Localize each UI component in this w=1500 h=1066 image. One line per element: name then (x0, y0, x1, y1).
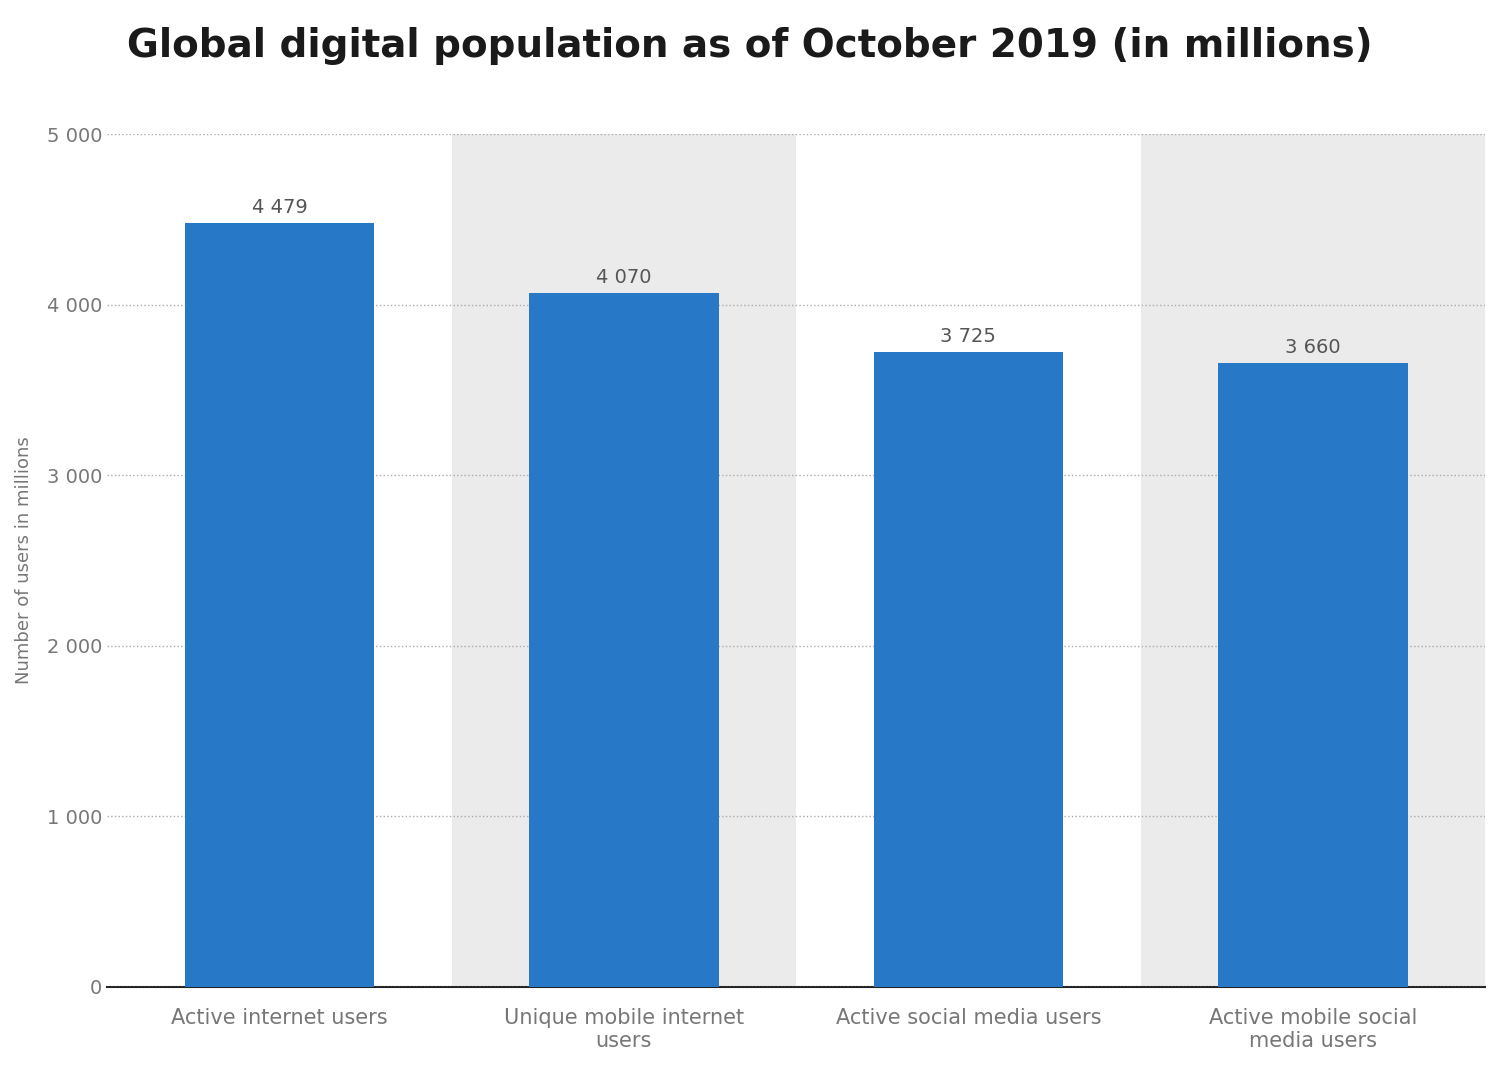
Text: 3 660: 3 660 (1286, 338, 1341, 357)
Bar (1140, 134, 1485, 987)
Text: Global digital population as of October 2019 (in millions): Global digital population as of October … (128, 27, 1372, 65)
Bar (108, 134, 452, 987)
Text: 4 070: 4 070 (596, 268, 651, 287)
Bar (1218, 362, 1407, 987)
Bar (873, 352, 1064, 987)
Text: 4 479: 4 479 (252, 198, 308, 217)
Y-axis label: Number of users in millions: Number of users in millions (15, 437, 33, 684)
Text: 3 725: 3 725 (940, 326, 996, 345)
Bar (184, 223, 374, 987)
Bar (530, 293, 718, 987)
Bar (452, 134, 796, 987)
Bar (796, 134, 1140, 987)
